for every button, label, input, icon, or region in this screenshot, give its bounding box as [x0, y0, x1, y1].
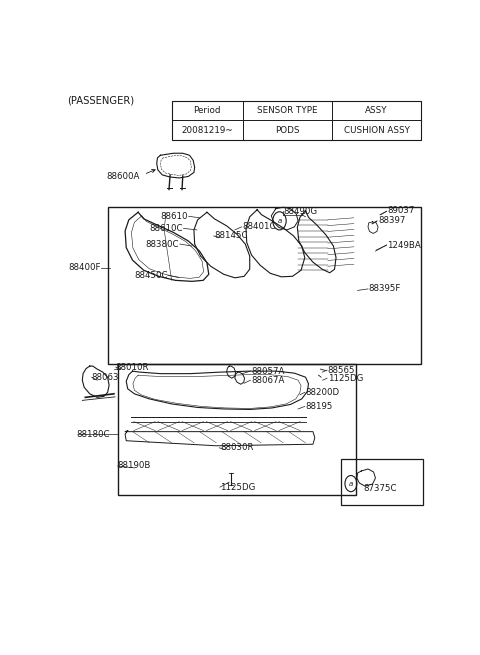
Bar	[118, 364, 356, 495]
Text: 88067A: 88067A	[252, 376, 285, 384]
Text: 1125DG: 1125DG	[328, 374, 363, 383]
Bar	[172, 102, 421, 140]
Bar	[108, 207, 421, 364]
Text: 88200D: 88200D	[305, 388, 340, 397]
Text: SENSOR TYPE: SENSOR TYPE	[257, 106, 318, 115]
Text: 88380C: 88380C	[145, 240, 179, 248]
Text: 88395F: 88395F	[369, 284, 401, 293]
Text: 88195: 88195	[305, 402, 333, 411]
Text: 1249BA: 1249BA	[387, 240, 421, 250]
Text: 1125DG: 1125DG	[220, 483, 255, 492]
Text: 88397: 88397	[378, 216, 406, 225]
Text: 88565: 88565	[328, 365, 355, 375]
Text: ASSY: ASSY	[365, 106, 388, 115]
Text: 88450C: 88450C	[134, 271, 168, 280]
Text: a: a	[349, 481, 353, 487]
Text: 87375C: 87375C	[363, 483, 396, 493]
Text: 88190B: 88190B	[118, 461, 151, 470]
Bar	[341, 459, 423, 505]
Text: 88490G: 88490G	[283, 207, 317, 215]
Text: (PASSENGER): (PASSENGER)	[67, 96, 134, 105]
Text: 88401C: 88401C	[242, 223, 276, 231]
Text: CUSHION ASSY: CUSHION ASSY	[344, 126, 409, 134]
Text: 88610C: 88610C	[149, 224, 183, 233]
Text: 88180C: 88180C	[77, 430, 110, 439]
Text: 88030R: 88030R	[220, 443, 253, 453]
Text: 88010R: 88010R	[116, 363, 149, 371]
Text: 89037: 89037	[387, 206, 415, 215]
Text: 88057A: 88057A	[252, 367, 285, 375]
Text: 88600A: 88600A	[107, 172, 140, 181]
Text: 88063: 88063	[92, 373, 119, 382]
Text: 20081219~: 20081219~	[181, 126, 233, 134]
Text: PODS: PODS	[275, 126, 300, 134]
Text: 88610: 88610	[161, 212, 188, 221]
Text: a: a	[277, 218, 282, 224]
Text: 88145C: 88145C	[215, 231, 248, 240]
Text: Period: Period	[193, 106, 221, 115]
Text: 88400F: 88400F	[69, 263, 101, 272]
